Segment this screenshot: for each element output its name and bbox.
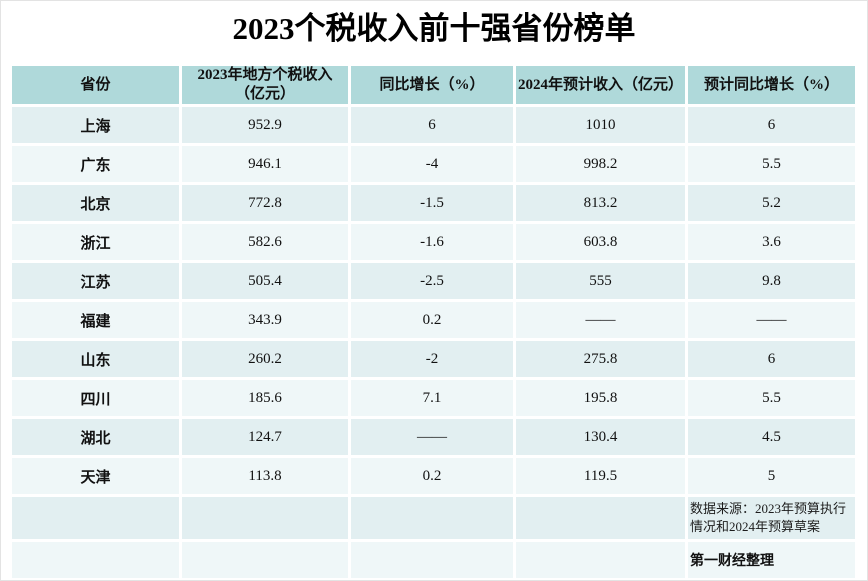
forecast-growth-cell: 6	[688, 107, 855, 143]
income-2023-cell: 185.6	[182, 380, 348, 416]
income-2023-cell: 946.1	[182, 146, 348, 182]
yoy-growth-cell: -4	[351, 146, 513, 182]
data-source-note: 数据来源：2023年预算执行情况和2024年预算草案	[688, 497, 855, 539]
table-row-fujian: 福建 343.9 0.2 —— ——	[12, 302, 855, 338]
empty-cell	[12, 542, 179, 578]
empty-cell	[351, 497, 513, 539]
yoy-growth-cell: 7.1	[351, 380, 513, 416]
yoy-growth-cell: -1.5	[351, 185, 513, 221]
province-cell: 浙江	[12, 224, 179, 260]
table-row-hubei: 湖北 124.7 —— 130.4 4.5	[12, 419, 855, 455]
forecast-growth-cell: 9.8	[688, 263, 855, 299]
column-header-forecast-growth: 预计同比增长（%）	[688, 66, 855, 104]
forecast-growth-cell: ——	[688, 302, 855, 338]
forecast-2024-cell: 603.8	[516, 224, 685, 260]
province-cell: 湖北	[12, 419, 179, 455]
province-cell: 江苏	[12, 263, 179, 299]
forecast-growth-cell: 5	[688, 458, 855, 494]
table-row-shanghai: 上海 952.9 6 1010 6	[12, 107, 855, 143]
credit-row: 第一财经整理	[12, 542, 855, 578]
forecast-growth-cell: 5.5	[688, 146, 855, 182]
empty-cell	[516, 497, 685, 539]
table-row-zhejiang: 浙江 582.6 -1.6 603.8 3.6	[12, 224, 855, 260]
empty-cell	[182, 542, 348, 578]
income-2023-cell: 343.9	[182, 302, 348, 338]
tax-table: 省份 2023年地方个税收入 （亿元） 同比增长（%） 2024年预计收入（亿元…	[9, 63, 858, 580]
empty-cell	[516, 542, 685, 578]
table-row-shandong: 山东 260.2 -2 275.8 6	[12, 341, 855, 377]
income-2023-cell: 124.7	[182, 419, 348, 455]
province-cell: 天津	[12, 458, 179, 494]
forecast-2024-cell: 195.8	[516, 380, 685, 416]
forecast-2024-cell: 119.5	[516, 458, 685, 494]
forecast-2024-cell: 813.2	[516, 185, 685, 221]
empty-cell	[182, 497, 348, 539]
table-row-tianjin: 天津 113.8 0.2 119.5 5	[12, 458, 855, 494]
table-row-beijing: 北京 772.8 -1.5 813.2 5.2	[12, 185, 855, 221]
income-2023-cell: 505.4	[182, 263, 348, 299]
yoy-growth-cell: 0.2	[351, 458, 513, 494]
yoy-growth-cell: 0.2	[351, 302, 513, 338]
forecast-growth-cell: 4.5	[688, 419, 855, 455]
province-cell: 广东	[12, 146, 179, 182]
income-2023-cell: 772.8	[182, 185, 348, 221]
forecast-growth-cell: 3.6	[688, 224, 855, 260]
column-header-2023-income: 2023年地方个税收入 （亿元）	[182, 66, 348, 104]
income-2023-cell: 952.9	[182, 107, 348, 143]
credit-label: 第一财经整理	[688, 542, 855, 578]
table-header-row: 省份 2023年地方个税收入 （亿元） 同比增长（%） 2024年预计收入（亿元…	[12, 66, 855, 104]
income-2023-cell: 260.2	[182, 341, 348, 377]
forecast-2024-cell: 275.8	[516, 341, 685, 377]
forecast-2024-cell: 130.4	[516, 419, 685, 455]
empty-cell	[12, 497, 179, 539]
province-cell: 福建	[12, 302, 179, 338]
empty-cell	[351, 542, 513, 578]
source-row: 数据来源：2023年预算执行情况和2024年预算草案	[12, 497, 855, 539]
column-header-2024-forecast: 2024年预计收入（亿元）	[516, 66, 685, 104]
forecast-growth-cell: 5.5	[688, 380, 855, 416]
yoy-growth-cell: -1.6	[351, 224, 513, 260]
yoy-growth-cell: -2	[351, 341, 513, 377]
province-cell: 上海	[12, 107, 179, 143]
column-header-yoy-growth: 同比增长（%）	[351, 66, 513, 104]
yoy-growth-cell: 6	[351, 107, 513, 143]
yoy-growth-cell: -2.5	[351, 263, 513, 299]
income-2023-cell: 113.8	[182, 458, 348, 494]
province-cell: 山东	[12, 341, 179, 377]
column-header-province: 省份	[12, 66, 179, 104]
forecast-2024-cell: 998.2	[516, 146, 685, 182]
forecast-2024-cell: ——	[516, 302, 685, 338]
forecast-growth-cell: 5.2	[688, 185, 855, 221]
yoy-growth-cell: ——	[351, 419, 513, 455]
forecast-growth-cell: 6	[688, 341, 855, 377]
income-2023-cell: 582.6	[182, 224, 348, 260]
table-row-jiangsu: 江苏 505.4 -2.5 555 9.8	[12, 263, 855, 299]
forecast-2024-cell: 555	[516, 263, 685, 299]
table-row-guangdong: 广东 946.1 -4 998.2 5.5	[12, 146, 855, 182]
forecast-2024-cell: 1010	[516, 107, 685, 143]
table-row-sichuan: 四川 185.6 7.1 195.8 5.5	[12, 380, 855, 416]
page-title: 2023个税收入前十强省份榜单	[232, 11, 636, 46]
province-cell: 四川	[12, 380, 179, 416]
province-cell: 北京	[12, 185, 179, 221]
